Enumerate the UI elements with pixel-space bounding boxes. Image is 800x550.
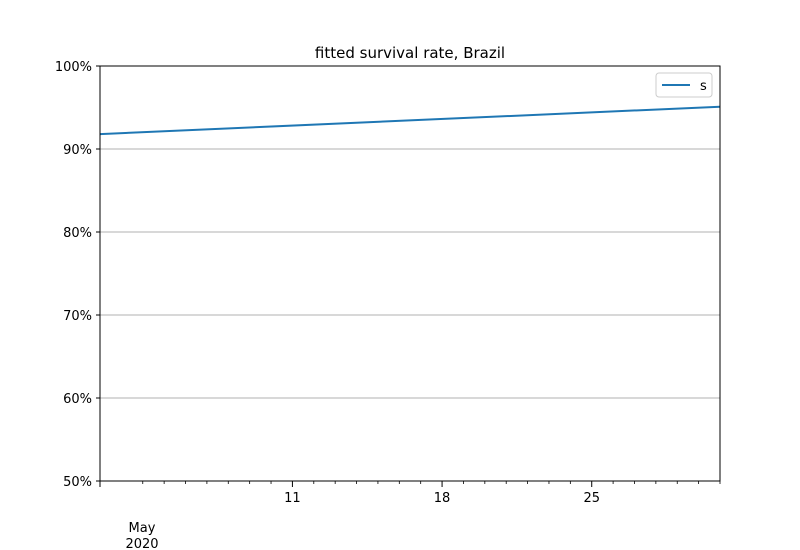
x-period-month-label: May: [129, 521, 156, 536]
legend-label-s: s: [700, 79, 707, 94]
x-tick-label: 25: [583, 491, 600, 506]
y-tick-label: 60%: [63, 392, 92, 407]
y-tick-label: 90%: [63, 143, 92, 158]
x-tick-label: 18: [434, 491, 451, 506]
x-period-year-label: 2020: [125, 537, 158, 550]
series-line-s: [99, 105, 721, 136]
legend: s: [655, 72, 713, 98]
y-tick-label: 50%: [63, 475, 92, 490]
y-tick-label: 100%: [55, 60, 92, 75]
chart-title: fitted survival rate, Brazil: [315, 44, 505, 62]
plot-frame: [99, 65, 721, 482]
y-tick-label: 80%: [63, 226, 92, 241]
y-tick-label: 70%: [63, 309, 92, 324]
x-tick-label: 11: [284, 491, 301, 506]
